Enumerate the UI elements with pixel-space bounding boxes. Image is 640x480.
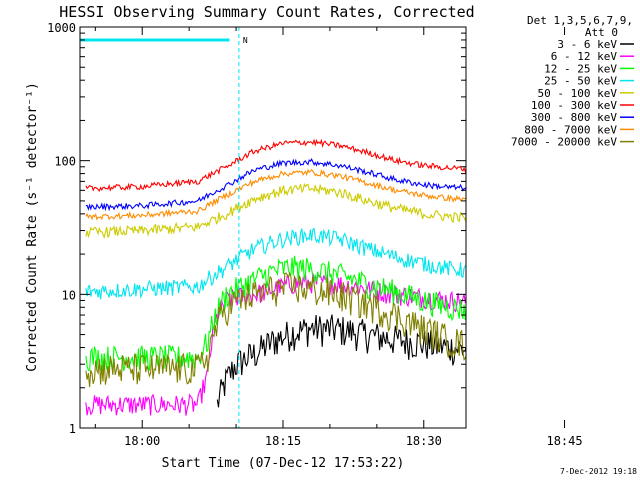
series-line-8 bbox=[85, 168, 466, 221]
x-axis-label: Start Time (07-Dec-12 17:53:22) bbox=[162, 456, 405, 471]
axis-ticks: 18:0018:1518:3018:4519:0019:1519:3011010… bbox=[47, 21, 583, 448]
series-line-6 bbox=[85, 138, 466, 192]
plot-area: N bbox=[80, 27, 466, 428]
series-line-3 bbox=[85, 255, 466, 372]
series-line-7 bbox=[85, 158, 466, 212]
series-line-9 bbox=[85, 271, 466, 388]
series-line-1 bbox=[216, 314, 466, 408]
y-tick-label: 100 bbox=[54, 155, 76, 169]
legend-entry-label: 50 - 100 keV bbox=[538, 87, 618, 100]
y-tick-label: 1000 bbox=[47, 21, 76, 35]
plot-frame bbox=[79, 26, 467, 429]
legend-entry-label: 7000 - 20000 keV bbox=[511, 136, 617, 149]
plot-timestamp: 7-Dec-2012 19:18 bbox=[560, 467, 637, 476]
legend-entry-label: 3 - 6 keV bbox=[557, 38, 617, 51]
legend-entry-label: 12 - 25 keV bbox=[544, 62, 617, 75]
legend-entry-label: 6 - 12 keV bbox=[551, 50, 618, 63]
series-group: N bbox=[80, 27, 466, 428]
series-line-5 bbox=[85, 182, 466, 239]
y-tick-label: 1 bbox=[69, 422, 76, 436]
legend-entry-label: 300 - 800 keV bbox=[531, 111, 617, 124]
chart-title: HESSI Observing Summary Count Rates, Cor… bbox=[59, 3, 474, 21]
y-axis-label: Corrected Count Rate (s⁻¹ detector⁻¹) bbox=[25, 82, 40, 372]
y-tick-label: 10 bbox=[62, 288, 76, 302]
series-line-4 bbox=[85, 227, 466, 300]
x-tick-label: 18:45 bbox=[546, 434, 582, 448]
legend-header-attenuator: Att 0 bbox=[585, 26, 618, 39]
x-tick-label: 18:30 bbox=[406, 434, 442, 448]
x-tick-label: 18:15 bbox=[265, 434, 301, 448]
marker-label: N bbox=[243, 36, 248, 45]
legend-entry-label: 800 - 7000 keV bbox=[524, 123, 617, 136]
legend-entry-label: 100 - 300 keV bbox=[531, 99, 617, 112]
x-tick-label: 18:00 bbox=[124, 434, 160, 448]
legend-entry-label: 25 - 50 keV bbox=[544, 75, 617, 88]
legend-header-detectors: Det 1,3,5,6,7,9, bbox=[527, 14, 633, 27]
